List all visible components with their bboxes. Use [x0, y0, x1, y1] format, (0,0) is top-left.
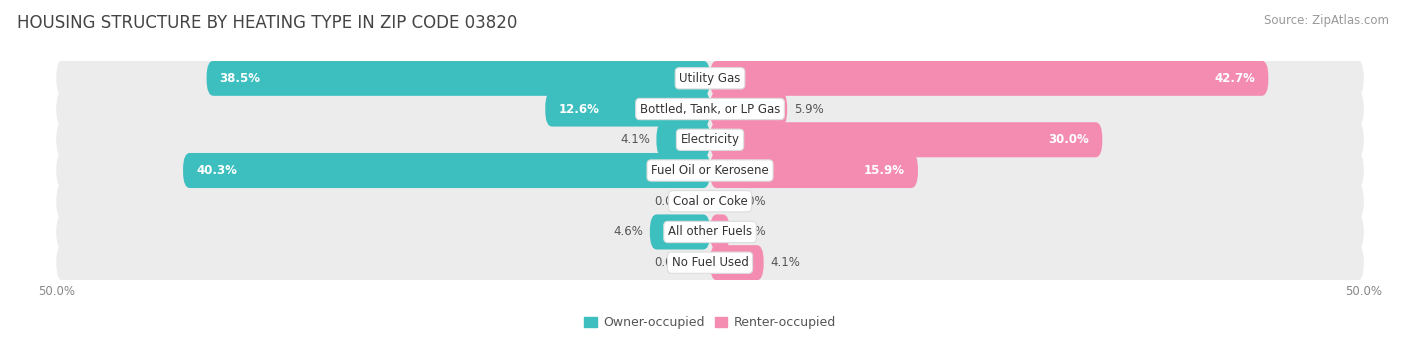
FancyBboxPatch shape: [56, 151, 1364, 190]
FancyBboxPatch shape: [56, 121, 1364, 159]
FancyBboxPatch shape: [56, 182, 1364, 220]
FancyBboxPatch shape: [710, 61, 1268, 96]
Text: 40.3%: 40.3%: [197, 164, 238, 177]
Text: Source: ZipAtlas.com: Source: ZipAtlas.com: [1264, 14, 1389, 27]
Text: Utility Gas: Utility Gas: [679, 72, 741, 85]
FancyBboxPatch shape: [546, 91, 710, 127]
Text: Fuel Oil or Kerosene: Fuel Oil or Kerosene: [651, 164, 769, 177]
Text: 1.5%: 1.5%: [737, 225, 766, 238]
FancyBboxPatch shape: [56, 244, 1364, 282]
Text: No Fuel Used: No Fuel Used: [672, 256, 748, 269]
FancyBboxPatch shape: [56, 213, 1364, 251]
FancyBboxPatch shape: [207, 61, 710, 96]
FancyBboxPatch shape: [56, 59, 1364, 97]
Text: 5.9%: 5.9%: [794, 103, 824, 116]
Text: Bottled, Tank, or LP Gas: Bottled, Tank, or LP Gas: [640, 103, 780, 116]
Text: Electricity: Electricity: [681, 133, 740, 146]
FancyBboxPatch shape: [183, 153, 710, 188]
FancyBboxPatch shape: [710, 91, 787, 127]
FancyBboxPatch shape: [710, 245, 763, 280]
Text: 15.9%: 15.9%: [863, 164, 905, 177]
FancyBboxPatch shape: [710, 122, 1102, 157]
Text: HOUSING STRUCTURE BY HEATING TYPE IN ZIP CODE 03820: HOUSING STRUCTURE BY HEATING TYPE IN ZIP…: [17, 14, 517, 32]
FancyBboxPatch shape: [710, 153, 918, 188]
Legend: Owner-occupied, Renter-occupied: Owner-occupied, Renter-occupied: [579, 311, 841, 335]
Text: 4.1%: 4.1%: [620, 133, 650, 146]
Text: 0.0%: 0.0%: [654, 195, 683, 208]
Text: 0.0%: 0.0%: [737, 195, 766, 208]
FancyBboxPatch shape: [657, 122, 710, 157]
Text: 12.6%: 12.6%: [558, 103, 599, 116]
Text: 30.0%: 30.0%: [1049, 133, 1090, 146]
Text: 0.0%: 0.0%: [654, 256, 683, 269]
Text: 42.7%: 42.7%: [1215, 72, 1256, 85]
Text: Coal or Coke: Coal or Coke: [672, 195, 748, 208]
FancyBboxPatch shape: [650, 214, 710, 250]
Text: 4.6%: 4.6%: [613, 225, 644, 238]
FancyBboxPatch shape: [710, 214, 730, 250]
Text: All other Fuels: All other Fuels: [668, 225, 752, 238]
Text: 38.5%: 38.5%: [219, 72, 260, 85]
FancyBboxPatch shape: [56, 90, 1364, 128]
Text: 4.1%: 4.1%: [770, 256, 800, 269]
